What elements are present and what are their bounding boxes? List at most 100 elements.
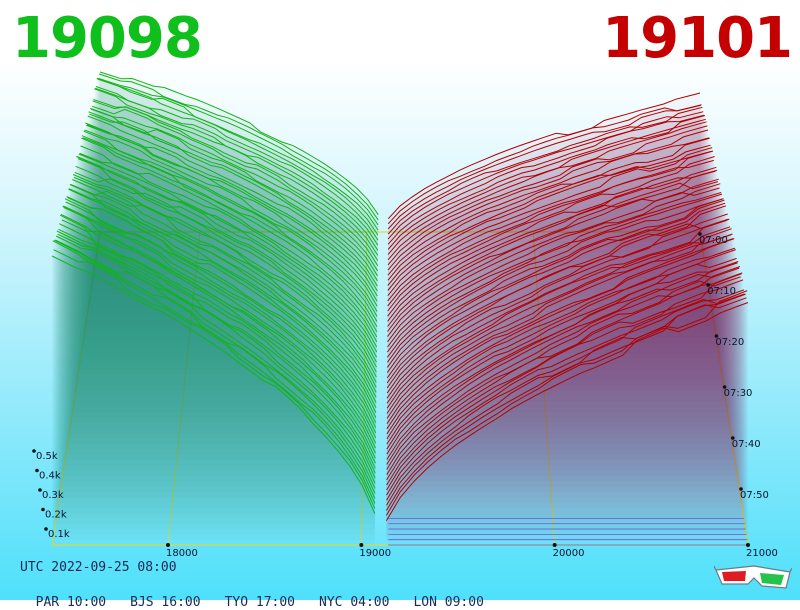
clock-new-york: NYC 04:00 (319, 595, 390, 610)
ask-depth-line-47 (387, 137, 710, 281)
bid-depth-line-42 (86, 124, 378, 302)
ask-depth-line-33 (386, 192, 722, 353)
ask-depth-line-37 (387, 181, 719, 332)
ask-depth-line-43 (387, 150, 714, 302)
ask-depth-line-57 (387, 104, 702, 230)
ask-depth-line-59 (387, 92, 701, 220)
time-tick-dot-3 (722, 385, 727, 389)
bid-depth-line-58 (99, 73, 379, 221)
ask-depth-line-29 (386, 199, 725, 373)
ask-depth-line-19 (386, 233, 733, 424)
z-tick-label-0.1k: 0.1k (48, 529, 70, 540)
bid-depth-line-39 (83, 130, 378, 317)
bid-depth-line-11 (60, 213, 376, 459)
time-tick-label-5: 07:50 (740, 490, 769, 501)
ask-depth-line-11 (386, 267, 740, 465)
time-tick-label-0: 07:00 (699, 235, 728, 246)
bid-depth-line-6 (56, 230, 376, 484)
ask-depth-line-14 (386, 257, 737, 450)
bid-depth-line-10 (59, 214, 376, 464)
bid-depth-line-59 (99, 71, 379, 215)
ask-depth-line-38 (387, 169, 718, 327)
ask-depth-line-22 (386, 226, 731, 409)
z-tick-dot-0.4k (35, 468, 39, 473)
world-clocks: PAR 10:00 BJS 16:00 TYO 17:00 NYC 04:00 LON … (20, 580, 508, 610)
ask-depth-line-54 (387, 114, 705, 245)
z-tick-dot-0.5k (32, 449, 36, 453)
bid-depth-line-44 (87, 115, 378, 292)
ask-depth-line-36 (387, 178, 719, 337)
bid-depth-line-33 (78, 153, 378, 348)
bid-depth-line-4 (55, 239, 376, 494)
bid-depth-line-25 (72, 179, 377, 388)
bid-depth-line-9 (59, 223, 376, 469)
bid-depth-line-55 (96, 77, 379, 236)
ask-depth-line-23 (386, 218, 730, 404)
time-tick-dot-2 (714, 334, 719, 338)
bid-depth-line-23 (70, 184, 377, 398)
ask-depth-line-18 (386, 238, 734, 430)
ask-depth-line-55 (387, 111, 704, 240)
ask-depth-line-16 (386, 247, 736, 440)
ask-depth-line-41 (387, 156, 715, 312)
bid-depth-line-12 (61, 219, 376, 454)
bid-depth-line-31 (77, 156, 378, 358)
ask-depth-line-49 (387, 129, 709, 271)
ask-depth-line-48 (387, 137, 710, 276)
ask-depth-line-5 (386, 289, 745, 496)
bid-depth-line-57 (98, 77, 379, 226)
time-tick-label-2: 07:20 (715, 337, 744, 348)
time-tick-label-1: 07:10 (707, 286, 736, 297)
ask-depth-line-32 (386, 193, 723, 358)
ask-depth-line-51 (387, 121, 707, 261)
x-gridline-20000 (532, 231, 556, 546)
time-tick-dot-4 (731, 436, 735, 440)
x-tick-label-19000: 19000 (359, 548, 391, 559)
z-tick-label-0.3k: 0.3k (42, 490, 64, 501)
ask-depth-line-56 (387, 106, 703, 235)
bid-depth-line-17 (65, 201, 377, 428)
bid-depth-line-56 (97, 78, 379, 231)
bid-depth-line-35 (80, 145, 378, 338)
ask-depth-line-0 (385, 302, 749, 521)
z-tick-dot-0.2k (41, 507, 45, 512)
ask-depth-line-21 (386, 234, 732, 414)
ask-depth-line-34 (387, 183, 721, 348)
3d-glasses-icon[interactable] (714, 562, 792, 592)
x-tick-label-20000: 20000 (553, 548, 585, 559)
bid-depth-line-47 (90, 107, 378, 277)
bid-depth-line-53 (94, 87, 379, 246)
bid-depth-line-1 (52, 240, 376, 509)
bid-depth-line-41 (85, 122, 378, 307)
bid-depth-line-5 (55, 235, 376, 489)
ask-price: 19101 (602, 6, 793, 71)
bid-depth-line-48 (90, 108, 379, 272)
bid-depth-line-20 (68, 188, 377, 413)
ask-depth-line-4 (386, 293, 745, 501)
z-tick-dot-0.1k (44, 527, 48, 531)
ask-depth-line-8 (386, 273, 742, 481)
clock-tokyo: TYO 17:00 (224, 595, 296, 610)
bid-depth-line-0 (51, 255, 376, 514)
time-tick-label-4: 07:40 (732, 439, 761, 450)
ask-depth-line-24 (386, 218, 729, 399)
bid-depth-line-36 (81, 137, 378, 332)
ask-depth-line-12 (386, 261, 739, 460)
ask-depth-line-30 (386, 198, 724, 368)
bid-depth-line-28 (74, 171, 377, 373)
bid-depth-line-15 (63, 207, 377, 439)
bid-depth-line-8 (58, 228, 376, 474)
bid-depth-line-26 (73, 174, 377, 383)
bid-depth-line-38 (82, 137, 378, 322)
z-tick-label-0.4k: 0.4k (39, 471, 61, 482)
bid-depth-line-46 (89, 113, 378, 282)
ask-depth-line-20 (386, 228, 732, 419)
time-tick-label-3: 07:30 (724, 388, 753, 399)
bid-depth-line-29 (75, 165, 377, 368)
ask-depth-line-9 (386, 276, 741, 475)
bid-depth-line-34 (79, 152, 378, 343)
bid-depth-line-37 (81, 135, 378, 327)
ask-depth-line-1 (385, 290, 748, 516)
